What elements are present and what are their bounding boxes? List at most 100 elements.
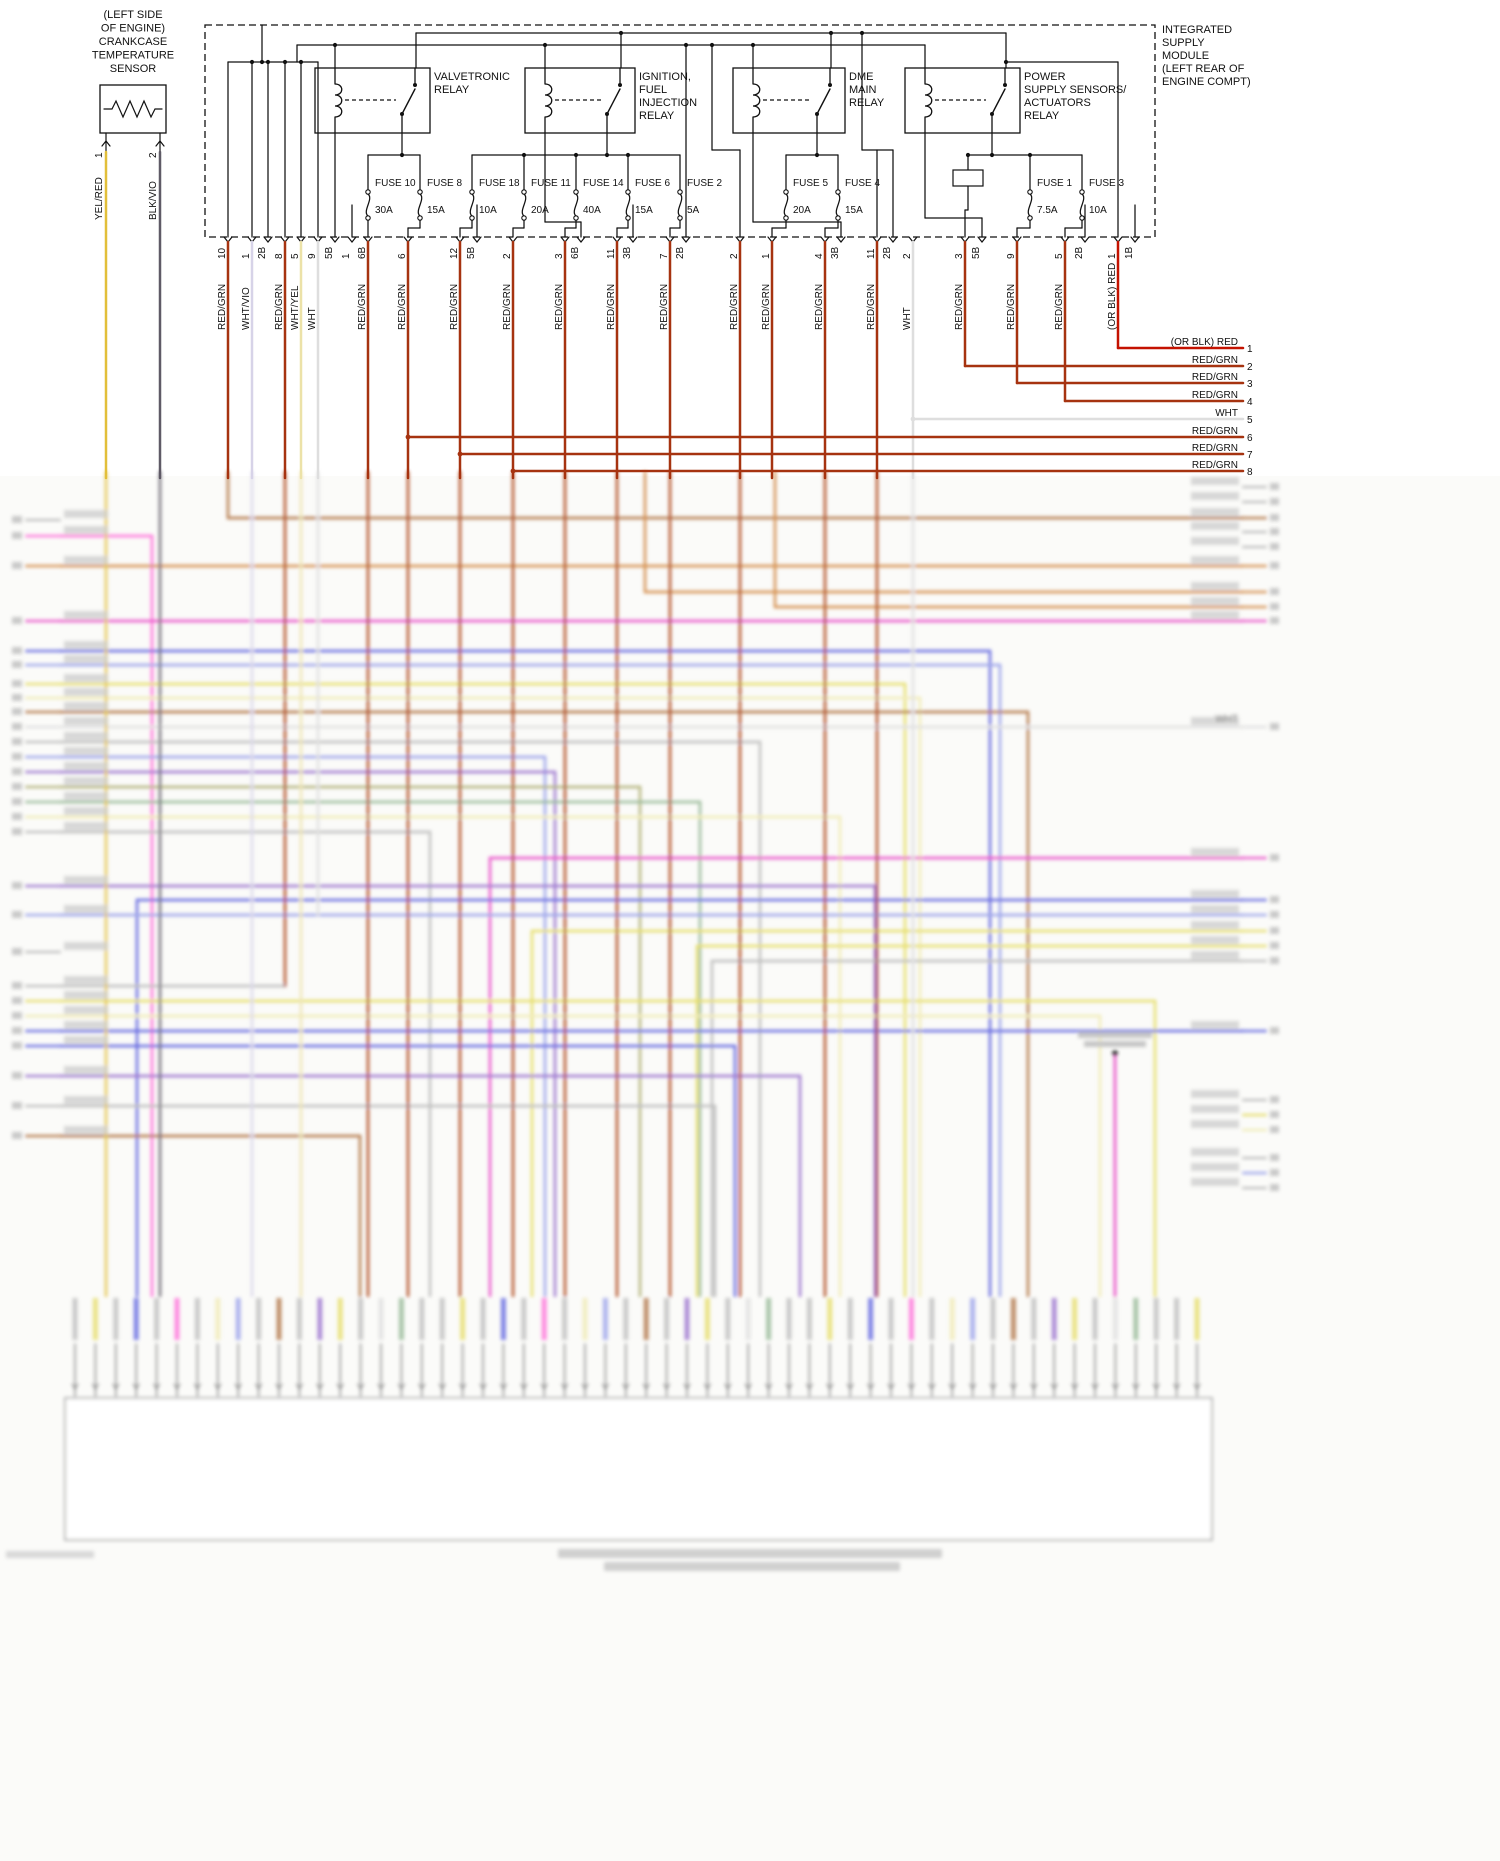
blurred-wire-label [1174, 1298, 1180, 1340]
blurred-wire-label [64, 1021, 108, 1029]
blurred-wire-label [1072, 1298, 1078, 1340]
wire-color-label: (OR BLK) RED [1171, 337, 1238, 348]
blurred-wire-label [64, 822, 108, 830]
blurred-wire-label [64, 688, 108, 696]
module-pin-number: 12 [449, 247, 460, 259]
connector-arrow-icon [560, 1383, 569, 1391]
blurred-wire-label [64, 556, 108, 564]
blurred-wire-label [113, 1298, 119, 1340]
blurred-wire [58, 755, 547, 1298]
junction-dot [750, 42, 756, 48]
blurred-pin-number [12, 723, 22, 730]
blurred-wire-label [439, 1298, 445, 1340]
relay-label: FUEL [639, 84, 667, 96]
connector-arrow-icon [683, 1383, 691, 1391]
supply-module-section: (LEFT SIDE OF ENGINE)CRANKCASE TEMPERATURE… [92, 9, 1253, 480]
blurred-wire [58, 830, 432, 1298]
blurred-wire-label [500, 1298, 506, 1340]
wire-color-label: RED/GRN [502, 284, 513, 330]
junction-dot [618, 30, 624, 36]
fuse-name: FUSE 14 [583, 178, 624, 189]
relay-switch-blade [401, 88, 416, 115]
connector-arrow-icon [438, 1383, 446, 1391]
module-pin-number: 1 [761, 253, 772, 259]
connector-arrow-icon [263, 236, 273, 243]
relay-box [904, 67, 1021, 134]
blurred-wire-label [1191, 492, 1239, 500]
fuse-rating: 15A [427, 205, 445, 216]
blurred-pin-number [1270, 1154, 1279, 1161]
connector-arrow-icon [193, 1383, 201, 1391]
blurred-pin-number [1270, 942, 1279, 949]
wire-color-label: RED/GRN [449, 284, 460, 330]
module-pin-number: 3B [622, 246, 633, 259]
module-pin-number: 2B [882, 246, 893, 259]
fuse-terminal [417, 189, 423, 195]
blurred-wire-label [419, 1298, 425, 1340]
blurred-wire-label [745, 1298, 751, 1340]
relay-label: RELAY [434, 84, 470, 96]
fuse-symbol [677, 193, 683, 217]
blurred-wire-label [1191, 890, 1239, 898]
fuse-symbol [573, 193, 579, 217]
fuse-name: FUSE 8 [427, 178, 462, 189]
fuse-terminal [1027, 215, 1033, 221]
relay-label: RELAY [849, 97, 885, 109]
blurred-wire [695, 944, 1245, 1298]
blurred-wire [58, 1044, 737, 1298]
fuse-terminal [677, 215, 683, 221]
connector-arrow-icon [662, 1383, 671, 1391]
blurred-wire-label [276, 1298, 282, 1340]
connector-arrow-icon [948, 1383, 956, 1391]
blurred-pin-number [1270, 498, 1279, 505]
blurred-wire-label [64, 717, 108, 725]
blurred-pin-number [12, 647, 22, 654]
fuse-terminal [1027, 189, 1033, 195]
fuse-symbol [1027, 193, 1033, 217]
blurred-wire-label [847, 1298, 853, 1340]
output-pin-number: 4 [1247, 397, 1253, 408]
blurred-wire-label [215, 1298, 221, 1340]
fuse-terminal [835, 215, 841, 221]
connector-arrow-icon [347, 236, 357, 243]
blurred-wire-label [888, 1298, 894, 1340]
connector-arrow-icon [295, 1383, 303, 1391]
blurred-wire-label [1191, 905, 1239, 913]
connector-arrow-icon [330, 236, 340, 243]
blurred-wire-label [1010, 1298, 1016, 1340]
connector-arrow-icon [1111, 1383, 1120, 1391]
blurred-pin-number [12, 948, 22, 955]
connector-arrow-icon [357, 1383, 365, 1391]
blurred-pin-number [1270, 483, 1279, 490]
blurred-wire [530, 929, 1245, 1298]
blurred-wire-label [235, 1298, 241, 1340]
connector-arrow-icon [1172, 1383, 1181, 1391]
module-pin-number: 3 [554, 253, 565, 259]
blurred-pin-number [12, 661, 22, 668]
fuse-terminal [469, 189, 475, 195]
junction-dot [399, 152, 405, 158]
blurred-wire-label [725, 1298, 731, 1340]
fuse-terminal [573, 189, 579, 195]
connector-arrow-icon [234, 1383, 242, 1391]
connector-arrow-icon [316, 1383, 324, 1391]
blurred-wire [58, 785, 642, 1298]
wire-color-label: RED/GRN [274, 284, 285, 330]
connector-arrow-icon [397, 1383, 405, 1391]
relay-label: RELAY [1024, 110, 1060, 122]
blurred-area-background [0, 476, 1500, 1861]
wire-color-label: RED/GRN [761, 284, 772, 330]
blurred-wire-label [64, 1066, 108, 1074]
blurred-pin-number [12, 798, 22, 805]
sensor-title: (LEFT SIDE [103, 9, 162, 21]
wire-color-label: RED/GRN [217, 284, 228, 330]
blurred-wire-label [868, 1298, 874, 1340]
connector-arrow-icon [1009, 1383, 1018, 1391]
blurred-wire-label [664, 1298, 670, 1340]
connector-arrow-icon [112, 1383, 120, 1391]
blurred-pin-number [12, 813, 22, 820]
connector-arrow-icon [1193, 1383, 1201, 1391]
junction-dot [989, 152, 995, 158]
connector-arrow-icon [1152, 1383, 1160, 1391]
relay-switch-blade [816, 88, 831, 115]
